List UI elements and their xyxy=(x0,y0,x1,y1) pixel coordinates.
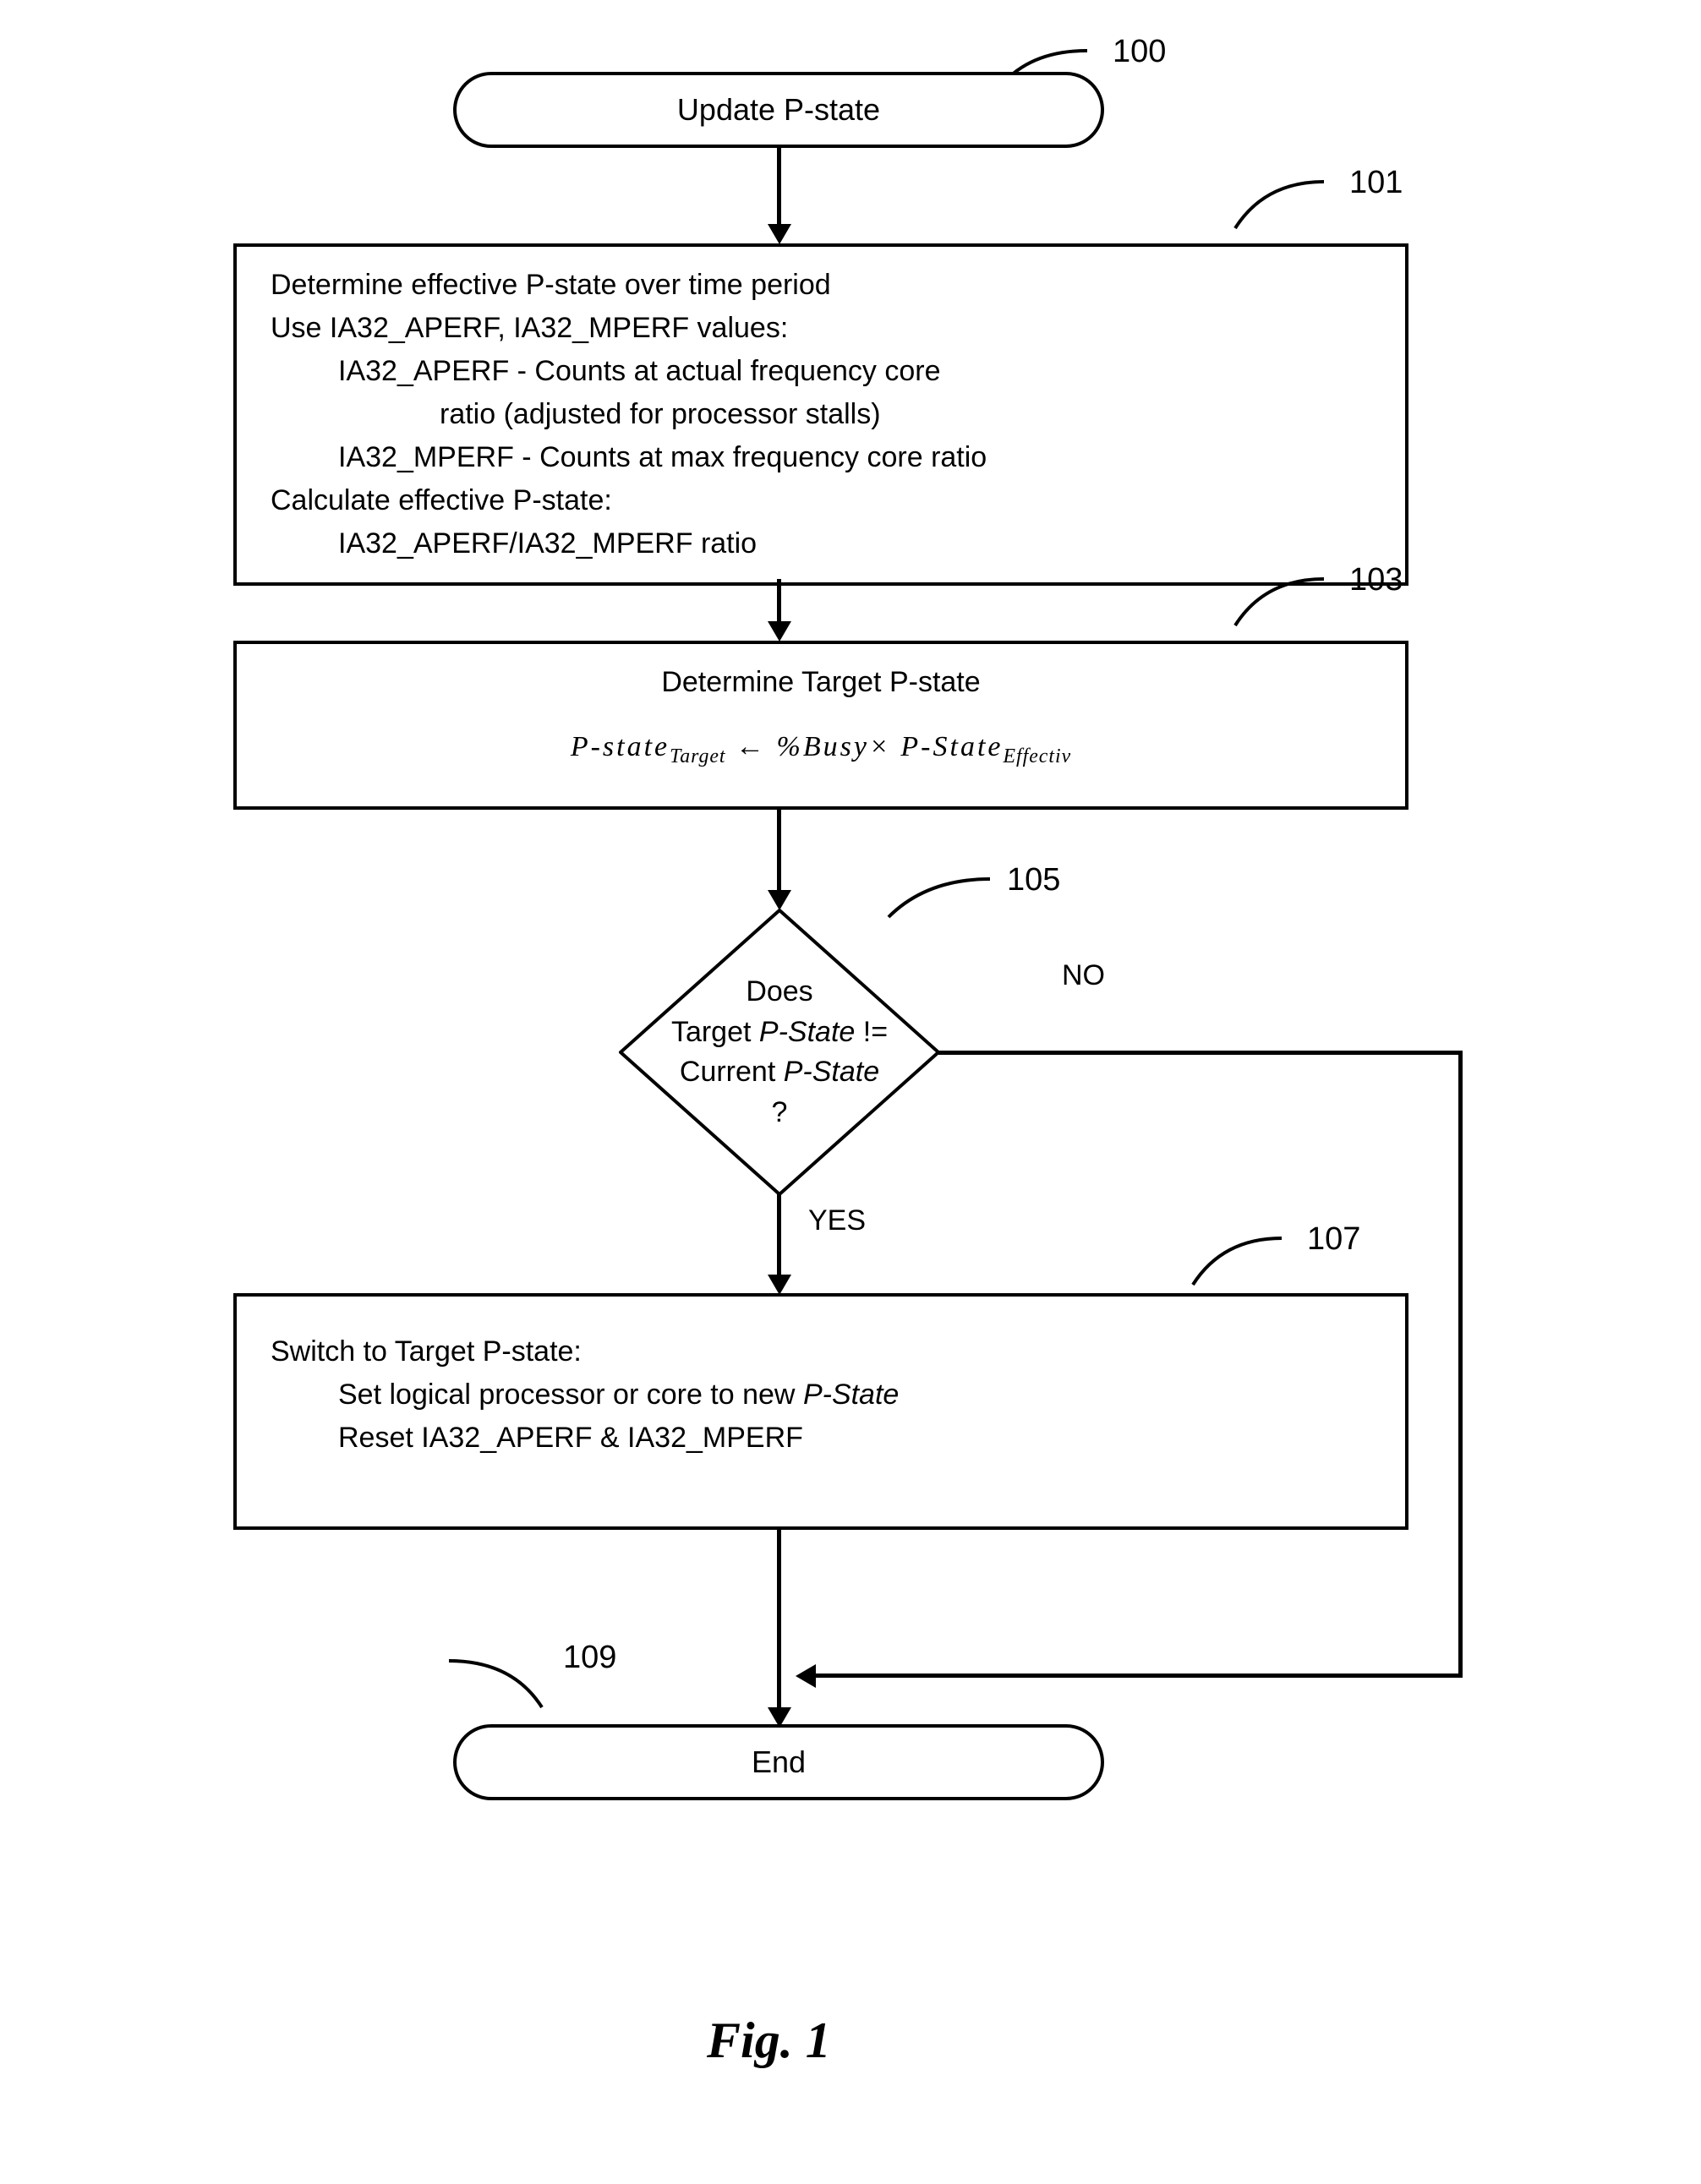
ref-109: 109 xyxy=(563,1640,616,1676)
terminator-start-text: Update P-state xyxy=(677,92,880,128)
b101-l6: IA32_APERF/IA32_MPERF ratio xyxy=(338,522,1371,565)
no-line-v xyxy=(1458,1051,1463,1676)
arrow-head-left xyxy=(796,1664,816,1688)
b101-l5: Calculate effective P-state: xyxy=(271,479,1371,522)
process-107: Switch to Target P-state: Set logical pr… xyxy=(233,1293,1408,1530)
terminator-start: Update P-state xyxy=(453,72,1104,148)
no-line-h xyxy=(938,1051,1463,1055)
b101-l2: Use IA32_APERF, IA32_MPERF values: xyxy=(271,307,1371,350)
b101-l3a: IA32_APERF - Counts at actual frequency … xyxy=(338,350,1371,393)
arrow-head xyxy=(768,1275,791,1295)
no-line-h2 xyxy=(812,1673,1463,1678)
arrow-line xyxy=(777,810,781,894)
ref-100: 100 xyxy=(1113,34,1166,70)
leader-103 xyxy=(1231,571,1332,630)
figure-caption: Fig. 1 xyxy=(707,2012,831,2070)
leader-107 xyxy=(1189,1230,1290,1289)
arrow-line xyxy=(777,579,781,625)
ref-103: 103 xyxy=(1349,562,1403,598)
decision-text: Does Target P-State != Current P-State ? xyxy=(670,972,889,1133)
terminator-end-text: End xyxy=(752,1744,806,1780)
arrow-line xyxy=(777,1530,781,1712)
no-label: NO xyxy=(1062,959,1105,992)
terminator-end: End xyxy=(453,1724,1104,1800)
yes-label: YES xyxy=(808,1204,866,1237)
arrow-line xyxy=(777,148,781,228)
arrow-line xyxy=(777,1194,781,1279)
leader-109 xyxy=(445,1652,546,1712)
arrow-head xyxy=(768,621,791,642)
process-101: Determine effective P-state over time pe… xyxy=(233,243,1408,586)
b101-l4: IA32_MPERF - Counts at max frequency cor… xyxy=(338,436,1371,479)
b107-l2: Set logical processor or core to new P-S… xyxy=(338,1373,1371,1417)
b107-l1: Switch to Target P-state: xyxy=(271,1330,1371,1373)
b107-l3: Reset IA32_APERF & IA32_MPERF xyxy=(338,1417,1371,1460)
ref-107: 107 xyxy=(1307,1221,1360,1258)
decision-105: Does Target P-State != Current P-State ? xyxy=(619,909,940,1196)
process-103: Determine Target P-state P-stateTarget ←… xyxy=(233,641,1408,810)
arrow-head xyxy=(768,890,791,910)
ref-105: 105 xyxy=(1007,862,1060,898)
b101-l3b: ratio (adjusted for processor stalls) xyxy=(440,393,1371,436)
b101-l1: Determine effective P-state over time pe… xyxy=(271,264,1371,307)
flowchart-diagram: 100 Update P-state 101 Determine effecti… xyxy=(47,34,1654,2147)
arrow-head xyxy=(768,224,791,244)
leader-101 xyxy=(1231,173,1332,232)
b103-title: Determine Target P-state xyxy=(271,661,1371,704)
formula: P-stateTarget ← %Busy× P-StateEffectiv xyxy=(271,725,1371,772)
ref-101: 101 xyxy=(1349,165,1403,201)
